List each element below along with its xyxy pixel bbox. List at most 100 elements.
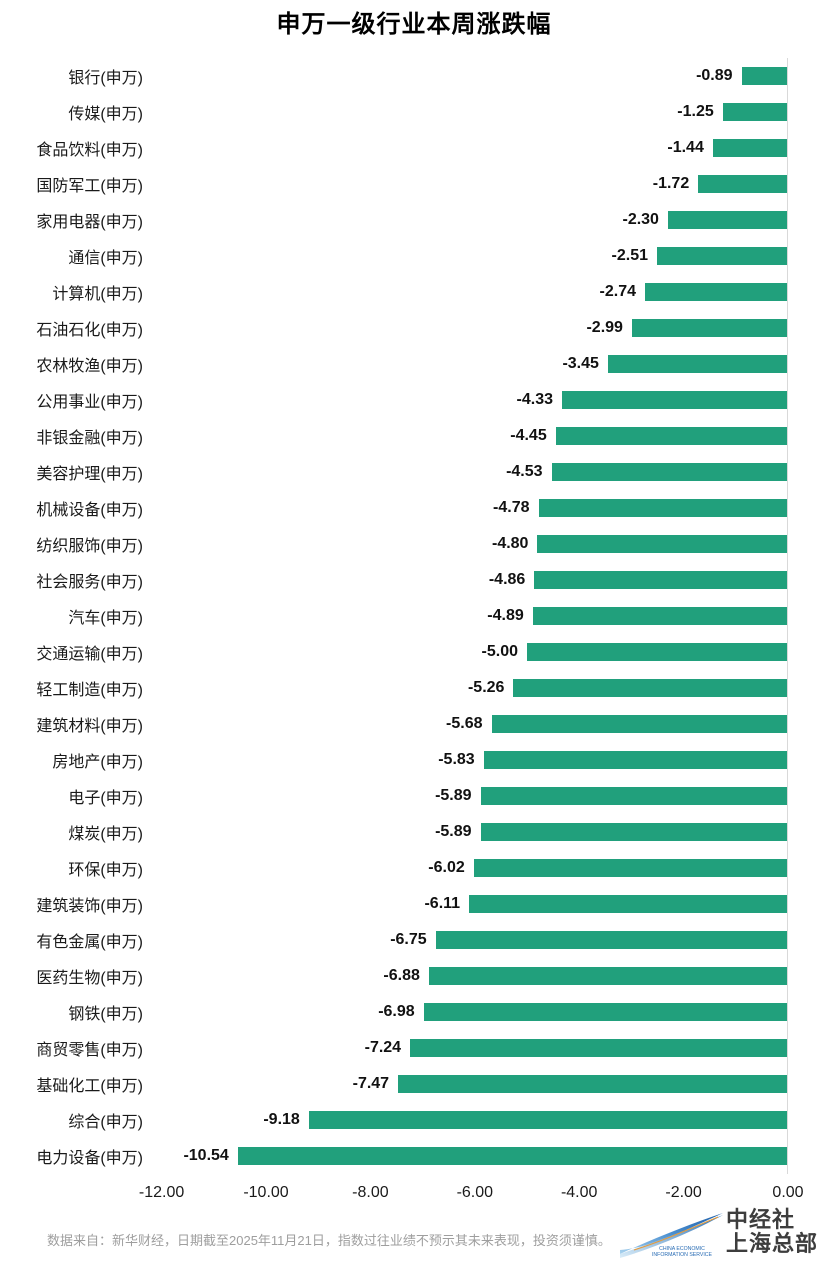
- bar: [308, 1111, 788, 1129]
- bar-row: 建筑材料(申万) -5.68: [0, 706, 828, 742]
- value-label: -6.75: [390, 931, 427, 948]
- bar-row: 美容护理(申万) -4.53: [0, 454, 828, 490]
- value-label: -4.78: [493, 499, 530, 516]
- x-axis-tick-label: 0.00: [772, 1184, 804, 1201]
- category-label: 国防军工(申万): [36, 178, 143, 195]
- bar-row: 机械设备(申万) -4.78: [0, 490, 828, 526]
- value-label: -1.44: [667, 139, 704, 156]
- bar: [667, 211, 788, 229]
- category-label: 美容护理(申万): [36, 466, 143, 483]
- value-label: -5.89: [435, 787, 472, 804]
- value-label: -5.68: [446, 715, 483, 732]
- bar: [435, 931, 788, 949]
- bar: [527, 643, 788, 661]
- value-label: -5.89: [435, 823, 472, 840]
- bar: [473, 859, 788, 877]
- bar-row: 非银金融(申万) -4.45: [0, 418, 828, 454]
- bar: [532, 607, 788, 625]
- bar: [537, 535, 788, 553]
- category-label: 传媒(申万): [68, 106, 143, 123]
- bar-row: 有色金属(申万) -6.75: [0, 922, 828, 958]
- bar: [469, 895, 788, 913]
- value-label: -5.26: [467, 679, 505, 696]
- category-label: 基础化工(申万): [36, 1078, 143, 1095]
- value-label: -7.47: [352, 1075, 390, 1092]
- bar: [645, 283, 788, 301]
- value-label: -1.25: [677, 103, 714, 120]
- category-label: 计算机(申万): [52, 286, 143, 303]
- value-label: -1.72: [652, 175, 690, 192]
- bar-row: 银行(申万) -0.89: [0, 58, 828, 94]
- x-axis-tick-label: -8.00: [352, 1184, 389, 1201]
- bar: [555, 427, 788, 445]
- x-axis-tick-label: -10.00: [243, 1184, 289, 1201]
- bar: [538, 499, 788, 517]
- bar-row: 食品饮料(申万) -1.44: [0, 130, 828, 166]
- bar: [551, 463, 788, 481]
- category-label: 交通运输(申万): [36, 646, 143, 663]
- category-label: 建筑材料(申万): [36, 718, 143, 735]
- publisher-name-line2: 上海总部: [726, 1230, 819, 1256]
- value-label: -9.18: [263, 1111, 300, 1128]
- bar-row: 家用电器(申万) -2.30: [0, 202, 828, 238]
- bar: [631, 319, 788, 337]
- bar-row: 轻工制造(申万) -5.26: [0, 670, 828, 706]
- category-label: 非银金融(申万): [36, 430, 143, 447]
- value-label: -4.53: [506, 463, 543, 480]
- category-label: 综合(申万): [68, 1114, 143, 1131]
- category-label: 机械设备(申万): [36, 502, 143, 519]
- category-label: 商贸零售(申万): [36, 1042, 143, 1059]
- category-label: 医药生物(申万): [36, 970, 143, 987]
- bar: [607, 355, 788, 373]
- bar-row: 房地产(申万) -5.83: [0, 742, 828, 778]
- category-label: 公用事业(申万): [36, 394, 143, 411]
- category-label: 环保(申万): [68, 862, 143, 879]
- x-axis-tick-label: -6.00: [456, 1184, 494, 1201]
- value-label: -6.11: [424, 895, 461, 912]
- value-label: -10.54: [183, 1147, 229, 1164]
- bar-row: 煤炭(申万) -5.89: [0, 814, 828, 850]
- value-label: -4.45: [510, 427, 547, 444]
- category-label: 社会服务(申万): [36, 574, 143, 591]
- bar: [657, 247, 788, 265]
- bar: [562, 391, 788, 409]
- bar-row: 传媒(申万) -1.25: [0, 94, 828, 130]
- category-label: 电子(申万): [68, 790, 143, 807]
- value-label: -6.98: [378, 1003, 415, 1020]
- category-label: 房地产(申万): [52, 754, 143, 771]
- value-label: -4.33: [516, 391, 553, 408]
- category-label: 电力设备(申万): [36, 1150, 143, 1167]
- bar-row: 通信(申万) -2.51: [0, 238, 828, 274]
- bar-row: 社会服务(申万) -4.86: [0, 562, 828, 598]
- bar: [722, 103, 788, 121]
- value-label: -2.99: [586, 319, 623, 336]
- value-label: -2.51: [611, 247, 648, 264]
- category-label: 农林牧渔(申万): [36, 358, 143, 375]
- bar: [398, 1075, 788, 1093]
- bar: [712, 139, 788, 157]
- value-label: -6.88: [383, 967, 420, 984]
- zero-axis-line: [787, 58, 788, 1174]
- bar-row: 石油石化(申万) -2.99: [0, 310, 828, 346]
- x-axis-tick-label: -12.00: [138, 1184, 185, 1201]
- chart-title: 申万一级行业本周涨跌幅: [276, 11, 552, 38]
- bar: [483, 751, 788, 769]
- bar-row: 钢铁(申万) -6.98: [0, 994, 828, 1030]
- bar-row: 环保(申万) -6.02: [0, 850, 828, 886]
- bar-row: 纺织服饰(申万) -4.80: [0, 526, 828, 562]
- bar: [491, 715, 788, 733]
- bars-area: 银行(申万) -0.89 传媒(申万) -1.25 食品饮料(申万) -1.44 国防军工(…: [0, 58, 828, 1174]
- value-label: -0.89: [696, 67, 733, 84]
- value-label: -2.30: [622, 211, 659, 228]
- category-label: 纺织服饰(申万): [36, 538, 143, 555]
- bar-row: 农林牧渔(申万) -3.45: [0, 346, 828, 382]
- bar: [410, 1039, 788, 1057]
- ceis-swoosh-logo-icon: CHINA ECONOMIC INFORMATION SERVICE: [620, 1213, 723, 1258]
- bar: [423, 1003, 788, 1021]
- value-label: -4.80: [491, 535, 529, 552]
- category-label: 汽车(申万): [68, 610, 143, 627]
- category-label: 建筑装饰(申万): [36, 898, 143, 915]
- bar-row: 公用事业(申万) -4.33: [0, 382, 828, 418]
- value-label: -4.86: [488, 571, 526, 588]
